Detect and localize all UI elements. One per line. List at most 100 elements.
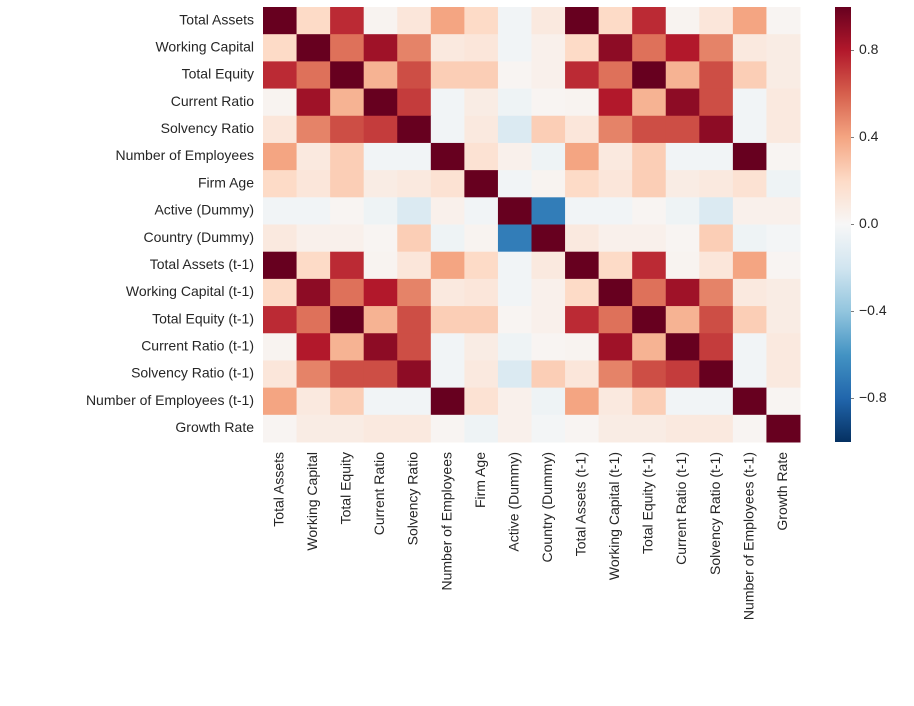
heatmap-cell — [397, 142, 432, 171]
heatmap-cell — [296, 414, 331, 443]
heatmap-cell — [330, 142, 365, 171]
heatmap-cell — [464, 142, 499, 171]
heatmap-cell — [665, 142, 700, 171]
heatmap-cell — [766, 115, 801, 144]
heatmap-cell — [296, 61, 331, 90]
heatmap-cell — [397, 414, 432, 443]
heatmap-cell — [531, 224, 566, 253]
x-tick-label: Number of Employees (t-1) — [740, 452, 756, 620]
heatmap-cell — [296, 170, 331, 198]
heatmap-cell — [330, 61, 365, 90]
heatmap-cell — [263, 197, 298, 225]
heatmap-cell — [732, 115, 767, 144]
heatmap-cell — [363, 197, 398, 225]
x-tick-label: Active (Dummy) — [505, 452, 521, 552]
heatmap-cell — [632, 251, 667, 280]
heatmap-cell — [296, 115, 331, 144]
heatmap-cell — [699, 224, 734, 253]
heatmap-cell — [699, 34, 734, 62]
heatmap-cell — [632, 278, 667, 307]
heatmap-cell — [766, 360, 801, 389]
y-tick-label: Total Equity — [182, 66, 254, 82]
heatmap-cell — [296, 7, 331, 35]
heatmap-cell — [263, 278, 298, 307]
heatmap-cell — [632, 61, 667, 90]
heatmap-cell — [732, 197, 767, 225]
heatmap-cell — [430, 251, 465, 280]
heatmap-cell — [632, 360, 667, 389]
heatmap-cell — [598, 360, 633, 389]
heatmap-cell — [464, 34, 499, 62]
heatmap-cell — [497, 61, 532, 90]
heatmap-cell — [330, 387, 365, 416]
y-tick-label: Current Ratio (t-1) — [141, 338, 254, 354]
heatmap-cell — [330, 360, 365, 389]
x-tick-label: Total Equity — [338, 452, 354, 524]
heatmap-cell — [598, 7, 633, 35]
heatmap-cell — [464, 360, 499, 389]
heatmap-cell — [464, 306, 499, 334]
heatmap-cell — [296, 224, 331, 253]
heatmap-cell — [430, 142, 465, 171]
heatmap-cell — [598, 224, 633, 253]
heatmap-cell — [632, 7, 667, 35]
heatmap-cell — [565, 170, 600, 198]
heatmap-cell — [632, 34, 667, 62]
heatmap-cell — [531, 306, 566, 334]
heatmap-cell — [430, 115, 465, 144]
colorbar-tick-label: −0.8 — [859, 389, 887, 405]
y-tick-label: Country (Dummy) — [144, 229, 254, 245]
heatmap-cell — [665, 414, 700, 443]
heatmap-cell — [296, 333, 331, 361]
heatmap-cell — [497, 170, 532, 198]
y-tick-label: Solvency Ratio — [161, 120, 255, 136]
heatmap-cell — [699, 115, 734, 144]
heatmap-cell — [766, 333, 801, 361]
heatmap-cell — [397, 278, 432, 307]
heatmap-cell — [296, 387, 331, 416]
y-tick-label: Number of Employees (t-1) — [86, 392, 254, 408]
heatmap-cell — [665, 61, 700, 90]
heatmap-cell — [363, 88, 398, 117]
heatmap-cell — [632, 88, 667, 117]
heatmap-cell — [263, 170, 298, 198]
heatmap-cell — [598, 251, 633, 280]
heatmap-cell — [565, 387, 600, 416]
heatmap-cell — [665, 197, 700, 225]
heatmap-cell — [632, 333, 667, 361]
heatmap-cell — [397, 88, 432, 117]
heatmap-cell — [665, 251, 700, 280]
heatmap-cell — [464, 197, 499, 225]
heatmap-cell — [598, 333, 633, 361]
heatmap-cell — [464, 7, 499, 35]
y-tick-label: Active (Dummy) — [154, 202, 254, 218]
heatmap-cell — [766, 61, 801, 90]
heatmap-cell — [397, 251, 432, 280]
heatmap-cell — [766, 278, 801, 307]
heatmap-cell — [497, 197, 532, 225]
x-tick-label: Solvency Ratio — [405, 452, 421, 546]
colorbar-tick-label: −0.4 — [859, 302, 887, 318]
heatmap-cell — [565, 224, 600, 253]
heatmap-cell — [430, 387, 465, 416]
heatmap-cell — [531, 142, 566, 171]
heatmap-cell — [296, 360, 331, 389]
colorbar — [835, 7, 851, 442]
heatmap-cell — [363, 115, 398, 144]
heatmap-cell — [464, 387, 499, 416]
heatmap-cell — [699, 142, 734, 171]
heatmap-cell — [699, 387, 734, 416]
heatmap-cell — [531, 278, 566, 307]
heatmap-cell — [665, 34, 700, 62]
heatmap-cell — [699, 197, 734, 225]
heatmap-cell — [766, 414, 801, 443]
heatmap-cell — [665, 224, 700, 253]
heatmap-cell — [732, 34, 767, 62]
heatmap-cell — [330, 333, 365, 361]
heatmap-cell — [565, 7, 600, 35]
heatmap-cell — [464, 61, 499, 90]
heatmap-cell — [732, 360, 767, 389]
heatmap-cell — [263, 306, 298, 334]
heatmap-cell — [464, 115, 499, 144]
heatmap-cell — [263, 142, 298, 171]
